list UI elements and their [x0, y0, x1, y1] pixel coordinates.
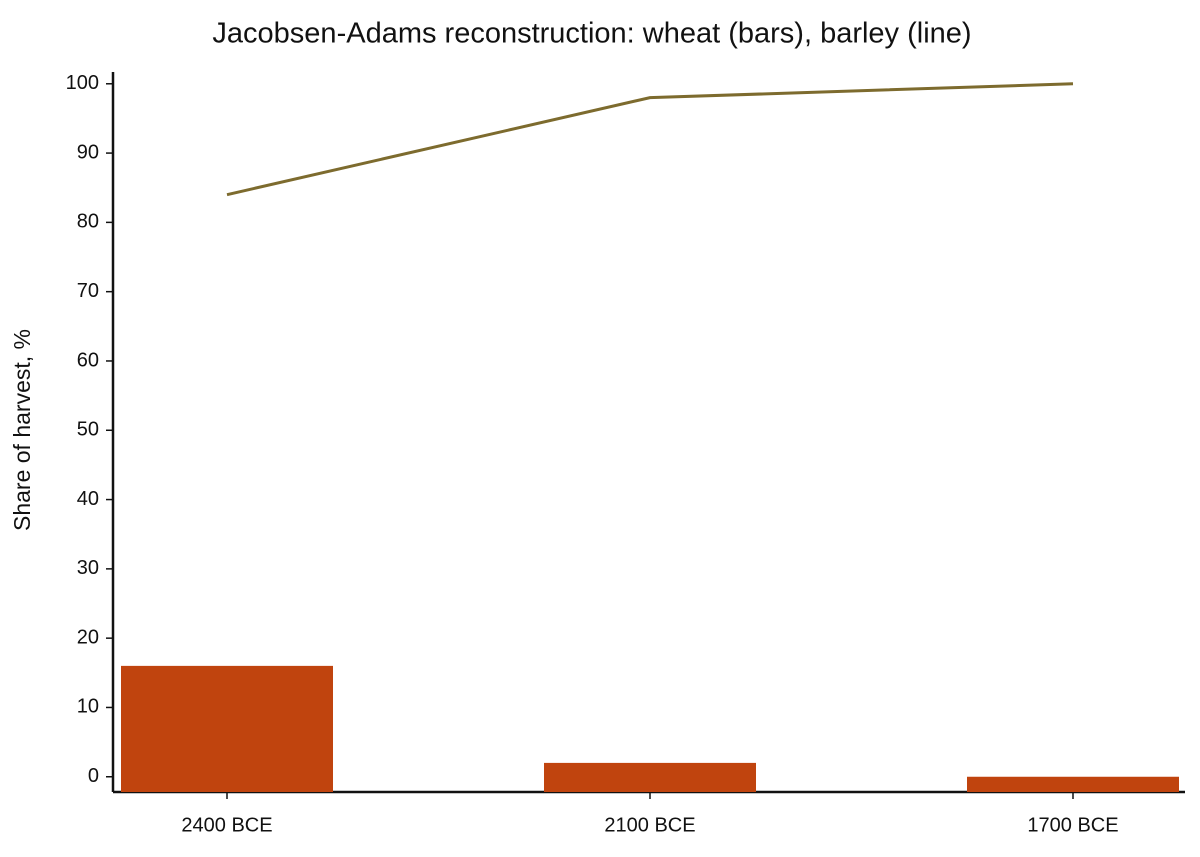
- y-tick-label: 10: [77, 696, 99, 718]
- x-tick-label: 2400 BCE: [181, 814, 272, 836]
- bar: [544, 762, 756, 792]
- y-tick-label: 80: [77, 211, 99, 233]
- y-tick-label: 40: [77, 488, 99, 510]
- x-tick-label: 2100 BCE: [604, 814, 695, 836]
- y-tick-label: 0: [88, 765, 99, 787]
- x-tick-label: 1700 BCE: [1027, 814, 1118, 836]
- bar: [121, 665, 333, 792]
- y-tick-label: 60: [77, 349, 99, 371]
- line: [226, 82, 1074, 197]
- y-tick-label: 30: [77, 557, 99, 579]
- y-tick-label: 90: [77, 141, 99, 163]
- y-tick-label: 100: [66, 72, 99, 94]
- y-axis-label: Share of harvest, %: [9, 329, 35, 531]
- bar: [967, 776, 1179, 792]
- y-tick-label: 20: [77, 626, 99, 648]
- y-tick-label: 70: [77, 280, 99, 302]
- chart-title: Jacobsen-Adams reconstruction: wheat (ba…: [212, 18, 971, 50]
- y-tick-label: 50: [77, 419, 99, 441]
